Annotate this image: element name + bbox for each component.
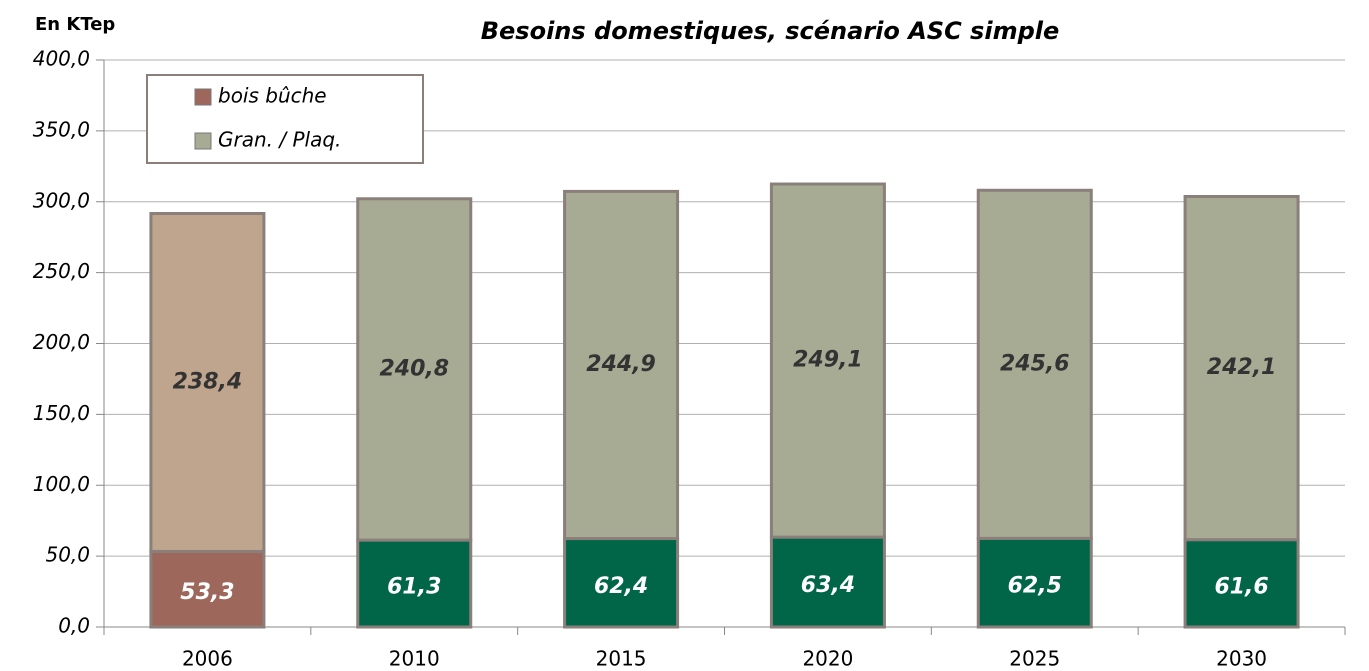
- data-label: 238,4: [173, 369, 243, 394]
- data-label: 240,8: [379, 356, 449, 381]
- y-axis-label: En KTep: [35, 14, 115, 35]
- x-tick-label: 2015: [596, 647, 647, 671]
- bar-segment: [976, 536, 1093, 629]
- bar-segment: [356, 538, 473, 629]
- data-label: 242,1: [1207, 355, 1277, 380]
- legend-label: Gran. / Plaq.: [218, 128, 341, 152]
- y-tick-label: 300,0: [33, 188, 90, 212]
- legend-box: [146, 74, 424, 164]
- data-label: 245,6: [1000, 351, 1070, 376]
- bar-segment: [769, 535, 886, 629]
- data-label: 249,1: [793, 348, 863, 373]
- y-tick-label: 250,0: [33, 259, 90, 283]
- y-tick-label: 100,0: [33, 472, 90, 496]
- y-tick-label: 50,0: [45, 543, 90, 567]
- y-tick-label: 150,0: [33, 401, 90, 425]
- x-tick-label: 2025: [1009, 647, 1060, 671]
- bar-segment: [769, 182, 886, 539]
- data-label: 63,4: [801, 573, 855, 598]
- bar-segment: [149, 549, 266, 629]
- y-tick-label: 350,0: [33, 117, 90, 141]
- data-label: 62,4: [594, 574, 648, 599]
- data-label: 61,3: [387, 575, 441, 600]
- x-tick-label: 2020: [802, 647, 853, 671]
- legend-swatch: [194, 132, 212, 150]
- data-label: 53,3: [180, 580, 234, 605]
- y-tick-label: 200,0: [33, 330, 90, 354]
- bar-segment: [563, 189, 680, 541]
- y-tick-label: 0,0: [58, 614, 90, 638]
- y-tick-label: 400,0: [33, 47, 90, 71]
- bar-segment: [563, 537, 680, 629]
- bar-segment: [149, 212, 266, 553]
- x-tick-label: 2006: [182, 647, 233, 671]
- x-tick-label: 2010: [389, 647, 440, 671]
- bar-segment: [356, 197, 473, 542]
- legend-swatch: [194, 88, 212, 106]
- data-label: 62,5: [1008, 574, 1062, 599]
- data-label: 244,9: [586, 352, 656, 377]
- legend-label: bois bûche: [218, 84, 327, 108]
- chart-title: Besoins domestiques, scénario ASC simple: [481, 17, 1060, 45]
- bar-segment: [1183, 195, 1300, 542]
- bar-segment: [976, 188, 1093, 540]
- data-label: 61,6: [1214, 574, 1268, 599]
- bar-segment: [1183, 538, 1300, 629]
- x-tick-label: 2030: [1216, 647, 1267, 671]
